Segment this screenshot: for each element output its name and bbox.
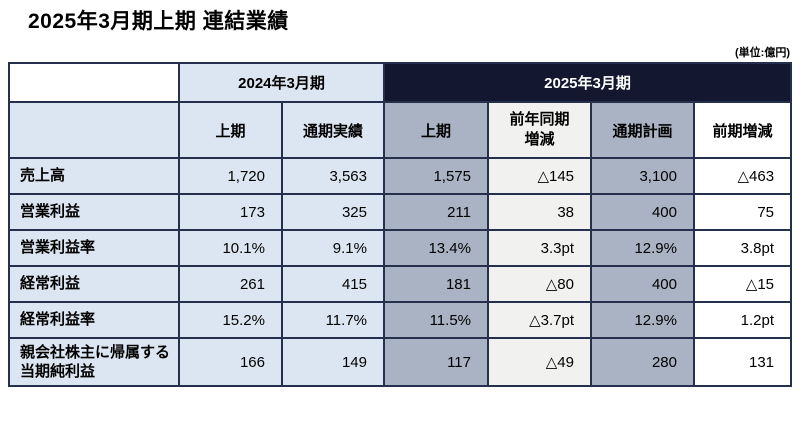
- data-cell: 400: [590, 193, 695, 231]
- data-cell: 261: [178, 265, 283, 303]
- data-cell: 3,100: [590, 157, 695, 195]
- corner-cell: [8, 62, 180, 103]
- data-cell: 166: [178, 337, 283, 387]
- data-cell: 131: [692, 337, 793, 387]
- data-cell: 15.2%: [178, 301, 283, 339]
- row-label-ordinary-income: 経常利益: [8, 265, 180, 303]
- data-cell: △145: [487, 157, 592, 195]
- row-label-net-sales: 売上高: [8, 157, 180, 195]
- data-cell: 13.4%: [383, 229, 489, 267]
- data-cell: 181: [383, 265, 489, 303]
- row-label-ordinary-margin: 経常利益率: [8, 301, 180, 339]
- page-title: 2025年3月期上期 連結業績: [28, 10, 289, 33]
- data-cell: △463: [692, 157, 793, 195]
- group-header-row: 2024年3月期 2025年3月期: [8, 62, 793, 103]
- data-cell: 12.9%: [590, 301, 695, 339]
- data-cell: △80: [487, 265, 592, 303]
- data-cell: 38: [487, 193, 592, 231]
- fy2025-group-header: 2025年3月期: [382, 62, 793, 103]
- data-cell: 11.5%: [383, 301, 489, 339]
- data-cell: 1,575: [383, 157, 489, 195]
- data-cell: 12.9%: [590, 229, 695, 267]
- data-cell: 3.3pt: [487, 229, 592, 267]
- column-header-row: 上期 通期実績 上期 前年同期増減 通期計画 前期増減: [8, 101, 793, 159]
- col-header-prior-period-change: 前期増減: [692, 101, 793, 159]
- data-cell: 400: [590, 265, 695, 303]
- row-label-operating-margin: 営業利益率: [8, 229, 180, 267]
- table-row-ordinary-margin: 経常利益率 15.2% 11.7% 11.5% △3.7pt 12.9% 1.2…: [8, 301, 793, 339]
- data-cell: △15: [692, 265, 793, 303]
- table-row-operating-income: 営業利益 173 325 211 38 400 75: [8, 193, 793, 231]
- col-header-full-year-plan: 通期計画: [590, 101, 695, 159]
- data-cell: 211: [383, 193, 489, 231]
- data-cell: 415: [281, 265, 385, 303]
- data-cell: 325: [281, 193, 385, 231]
- data-cell: 173: [178, 193, 283, 231]
- row-label-column-header: [8, 101, 180, 159]
- unit-note: (単位:億円): [735, 47, 790, 59]
- data-cell: △49: [487, 337, 592, 387]
- data-cell: 117: [383, 337, 489, 387]
- col-header-h1-2025: 上期: [383, 101, 489, 159]
- data-cell: 10.1%: [178, 229, 283, 267]
- col-header-h1-2024: 上期: [178, 101, 283, 159]
- table-row-ordinary-income: 経常利益 261 415 181 △80 400 △15: [8, 265, 793, 303]
- data-cell: 280: [590, 337, 695, 387]
- table-row-net-income: 親会社株主に帰属する当期純利益 166 149 117 △49 280 131: [8, 337, 793, 387]
- data-cell: 3,563: [281, 157, 385, 195]
- yoy-change-label: 前年同期増減: [509, 110, 570, 148]
- data-cell: 3.8pt: [692, 229, 793, 267]
- fy2024-group-header: 2024年3月期: [178, 62, 385, 103]
- table-row-net-sales: 売上高 1,720 3,563 1,575 △145 3,100 △463: [8, 157, 793, 195]
- data-cell: 149: [281, 337, 385, 387]
- data-cell: △3.7pt: [487, 301, 592, 339]
- data-cell: 75: [692, 193, 793, 231]
- col-header-full-year-actual: 通期実績: [281, 101, 385, 159]
- row-label-net-income: 親会社株主に帰属する当期純利益: [8, 337, 180, 387]
- data-cell: 1.2pt: [692, 301, 793, 339]
- table-row-operating-margin: 営業利益率 10.1% 9.1% 13.4% 3.3pt 12.9% 3.8pt: [8, 229, 793, 267]
- results-table: 2024年3月期 2025年3月期 上期 通期実績 上期 前年同期増減 通期計画…: [8, 62, 793, 387]
- data-cell: 9.1%: [281, 229, 385, 267]
- col-header-yoy-change: 前年同期増減: [487, 101, 592, 159]
- row-label-operating-income: 営業利益: [8, 193, 180, 231]
- data-cell: 11.7%: [281, 301, 385, 339]
- data-cell: 1,720: [178, 157, 283, 195]
